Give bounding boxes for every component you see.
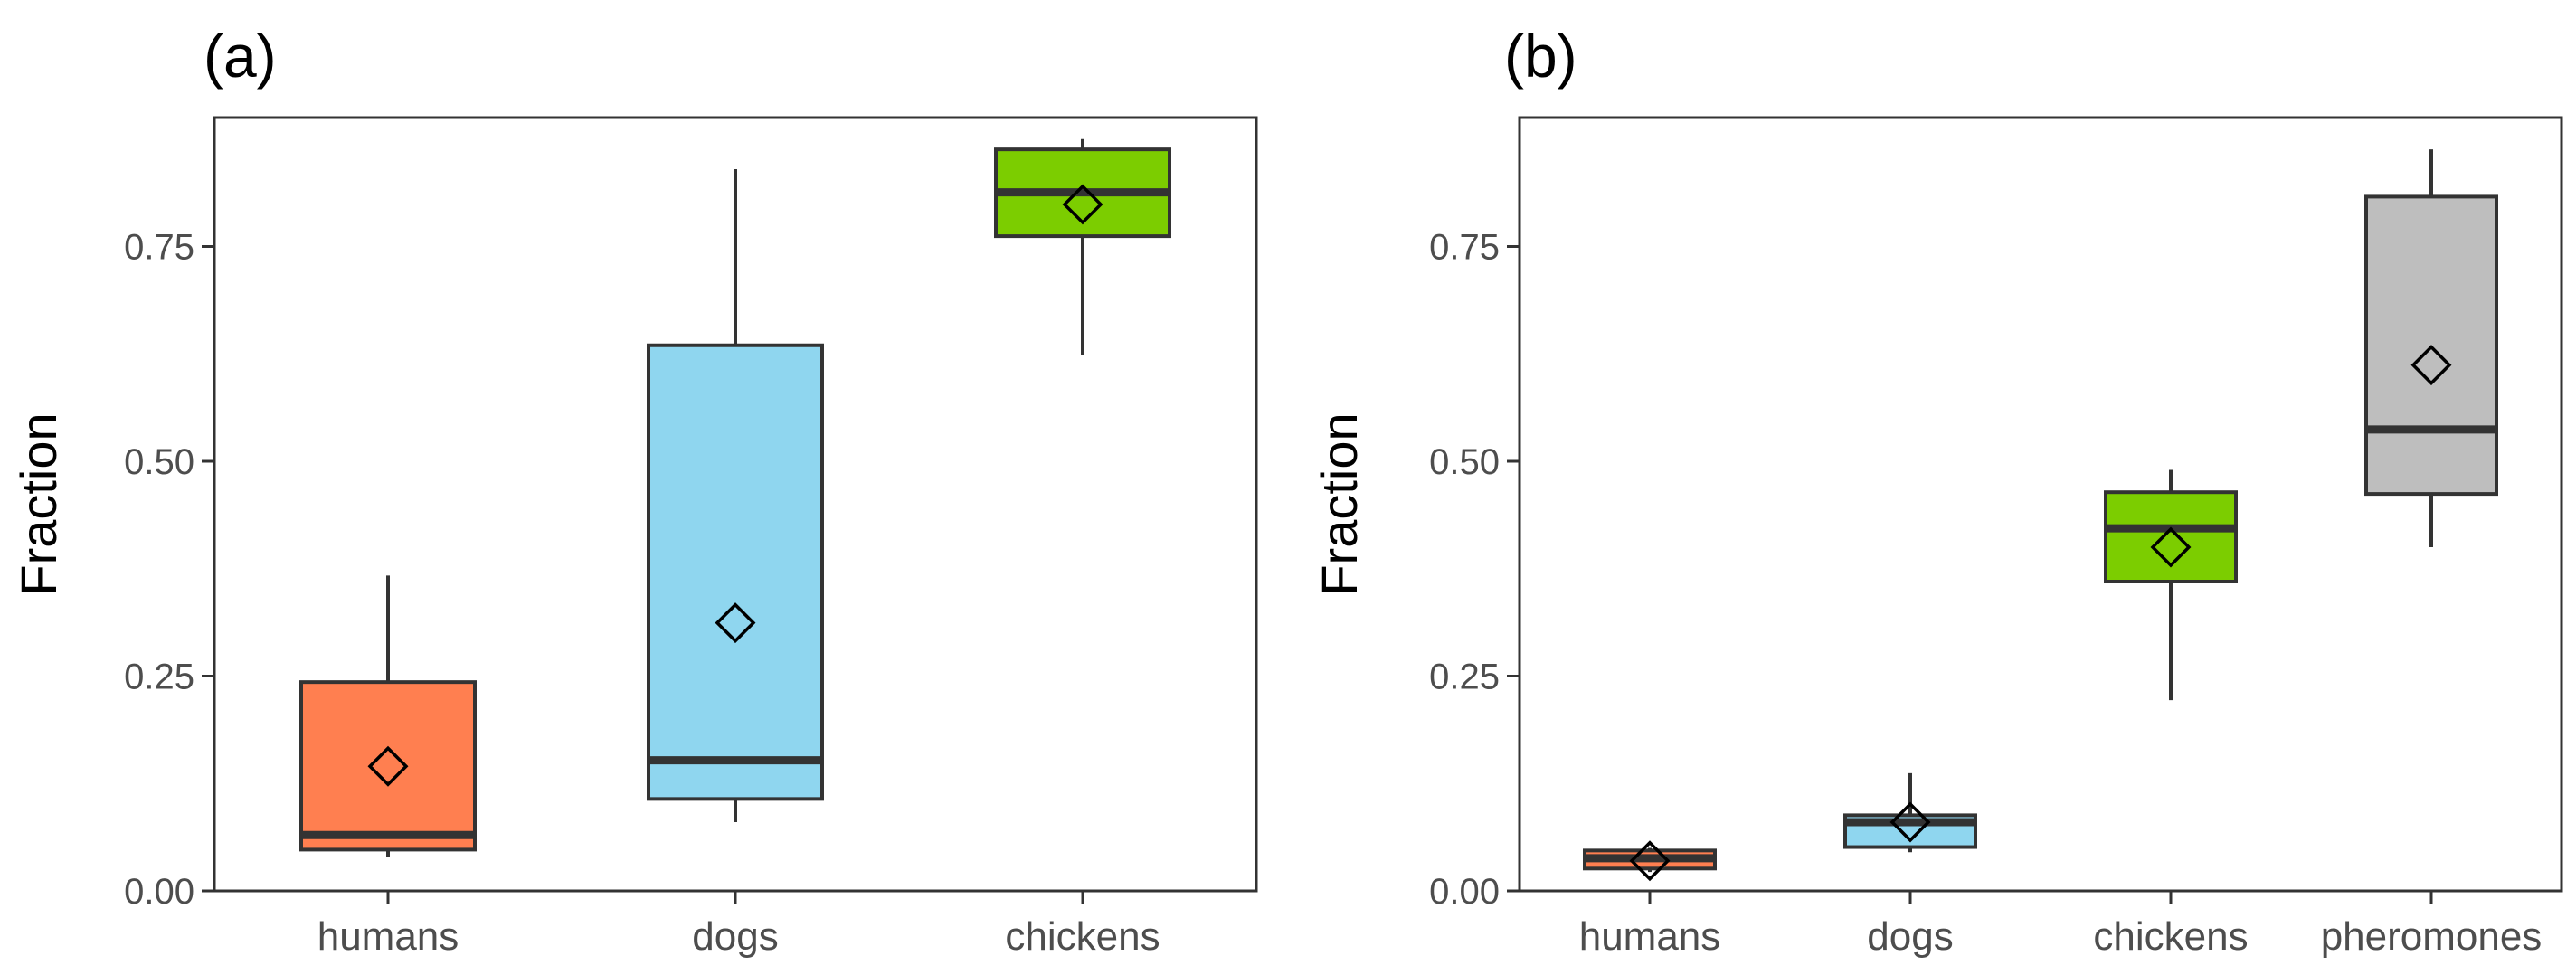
x-tick-label: chickens (2093, 914, 2248, 959)
y-axis-title: Fraction (1311, 412, 1368, 595)
box-dogs (647, 169, 824, 822)
box-pheromones (2364, 149, 2498, 547)
mean-marker (715, 602, 756, 644)
y-tick-label: 0.75 (124, 228, 194, 268)
y-tick-label: 0.75 (1429, 228, 1500, 268)
box-body (2104, 490, 2238, 584)
mean-marker (2150, 526, 2192, 568)
box-humans (299, 575, 477, 857)
x-tick-label: humans (1579, 914, 1721, 959)
panel-b: (b) Fraction 0.00 0.25 0.50 0.75 humans dogs chi… (1311, 23, 2563, 959)
y-tick-label: 0.25 (1429, 658, 1500, 697)
x-tick-label: dogs (1867, 914, 1953, 959)
y-tick-label: 0.00 (1429, 872, 1500, 912)
box-dogs (1843, 772, 1977, 853)
mean-marker (367, 745, 409, 787)
mean-marker (1062, 184, 1103, 225)
box-chickens (994, 138, 1171, 355)
y-tick-label: 0.50 (1429, 442, 1500, 482)
x-tick-label: chickens (1005, 914, 1160, 959)
panel-a: (a) Fraction 0.00 0.25 0.50 0.75 humans dogs chi… (10, 23, 1258, 959)
x-tick-label: pheromones (2321, 914, 2543, 959)
y-axis-title: Fraction (10, 412, 67, 595)
mean-marker (2410, 345, 2452, 386)
x-tick-label: dogs (692, 914, 778, 959)
mean-marker (1629, 840, 1671, 882)
box-body (299, 680, 477, 852)
box-humans (1583, 840, 1717, 882)
panel-border (1518, 116, 2563, 893)
box-body (647, 343, 824, 801)
y-tick-label: 0.00 (124, 872, 194, 912)
mean-marker (1889, 801, 1931, 843)
y-tick-label: 0.50 (124, 442, 194, 482)
x-tick-label: humans (317, 914, 459, 959)
panel-label: (a) (204, 23, 277, 90)
box-chickens (2104, 469, 2238, 701)
panel-label: (b) (1504, 23, 1577, 90)
y-tick-label: 0.25 (124, 658, 194, 697)
